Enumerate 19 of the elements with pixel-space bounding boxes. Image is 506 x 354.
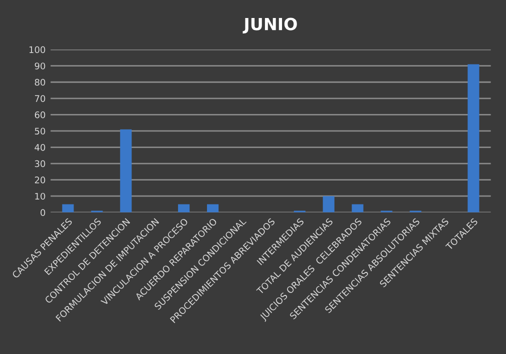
- bar: [322, 196, 334, 212]
- bar: [352, 204, 364, 212]
- y-tick-label: 60: [34, 111, 46, 118]
- bar: [206, 204, 219, 212]
- y-tick-label: 40: [34, 144, 46, 151]
- y-tick-label: 70: [34, 95, 46, 102]
- y-tick-label: 10: [35, 192, 46, 200]
- bar: [178, 204, 190, 212]
- y-tick-label: 30: [34, 160, 46, 168]
- chart-title: JUNIO: [242, 18, 297, 34]
- y-tick-label: 80: [34, 78, 46, 86]
- y-tick-label: 20: [34, 176, 46, 184]
- y-tick-label: 90: [34, 62, 46, 70]
- y-tick-label: 0: [40, 209, 46, 216]
- y-tick-label: 100: [30, 46, 46, 54]
- bar: [120, 129, 132, 212]
- y-tick-label: 50: [34, 128, 46, 135]
- bar: [62, 204, 74, 212]
- bar: [468, 64, 480, 212]
